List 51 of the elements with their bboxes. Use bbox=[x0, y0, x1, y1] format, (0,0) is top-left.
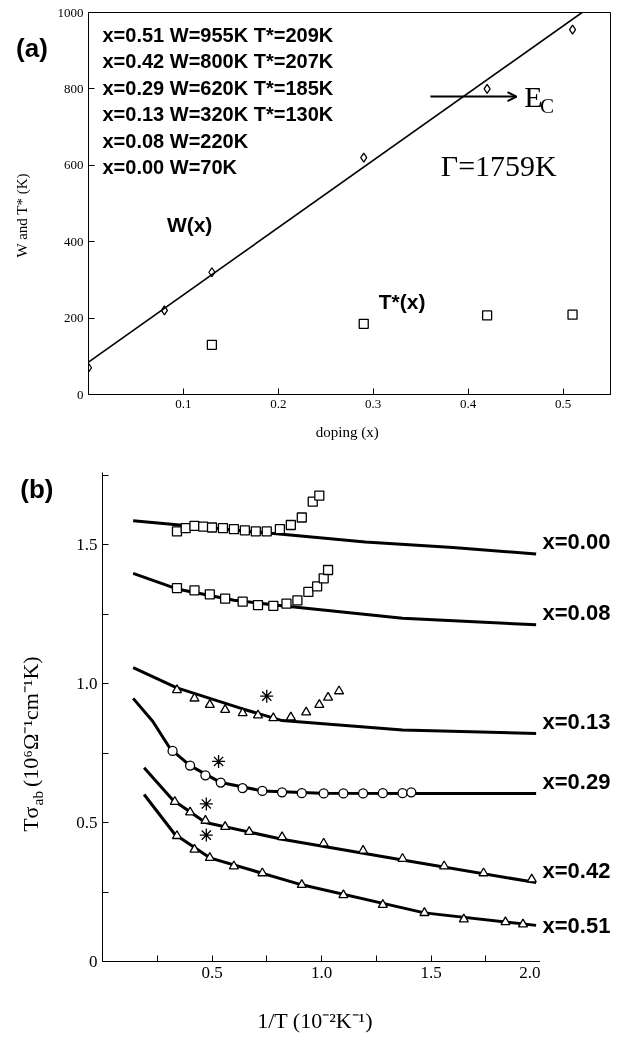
y-tick-label: 600 bbox=[64, 157, 84, 173]
x-axis-title: 1/T (10⁻²K⁻¹) bbox=[257, 1008, 373, 1033]
x-tick-label: 0.3 bbox=[365, 395, 382, 411]
line-series bbox=[131, 519, 538, 556]
series-label: x=0.08 bbox=[542, 600, 611, 626]
series-label: x=0.29 bbox=[542, 768, 611, 794]
y-tick-label: 1000 bbox=[57, 4, 84, 20]
x-tick-label: 0.4 bbox=[460, 395, 477, 411]
series-label: x=0.42 bbox=[542, 858, 611, 884]
annotation: x=0.42 W=800K T*=207K bbox=[102, 50, 334, 72]
text: (a) bbox=[16, 32, 48, 63]
x-tick-label: 1.5 bbox=[420, 962, 442, 982]
x-tick-label: 1.0 bbox=[310, 962, 333, 982]
annotation: x=0.00 W=70K bbox=[102, 156, 238, 178]
x-tick-label: 2.0 bbox=[519, 962, 541, 982]
y-axis-title: Tσab (10⁶Ω⁻¹cm⁻¹K) bbox=[18, 656, 46, 832]
x-tick-label: 0.5 bbox=[554, 395, 572, 411]
y-tick-label: 0 bbox=[77, 386, 84, 402]
y-tick-label: 200 bbox=[64, 310, 84, 326]
annotation: x=0.51 W=955K T*=209K bbox=[102, 23, 334, 46]
line-series bbox=[142, 766, 538, 885]
series-label: W(x) bbox=[166, 212, 213, 236]
annotation: x=0.08 W=220K bbox=[102, 129, 249, 152]
y-axis-title: W and T* (K) bbox=[14, 173, 32, 258]
series-label: x=0.51 bbox=[542, 912, 611, 938]
series-label: T*(x) bbox=[378, 290, 426, 314]
annotation: Γ=1759K bbox=[440, 148, 558, 182]
line-series bbox=[131, 666, 538, 735]
x-tick-label: 0.5 bbox=[201, 962, 223, 982]
point bbox=[360, 152, 368, 163]
line-series bbox=[131, 571, 538, 627]
annotation: x=0.13 W=320K T*=130K bbox=[102, 103, 334, 125]
x-tick-label: 0.1 bbox=[175, 395, 192, 411]
point bbox=[568, 24, 577, 35]
point bbox=[567, 309, 578, 320]
line-series bbox=[142, 793, 538, 927]
series-label: x=0.00 bbox=[542, 529, 611, 555]
y-tick-label: 0.5 bbox=[76, 813, 98, 833]
point bbox=[206, 339, 218, 350]
point bbox=[481, 310, 493, 321]
x-tick-label: 0.2 bbox=[270, 395, 287, 411]
y-tick-label: 0 bbox=[89, 952, 98, 971]
y-tick-label: 1.5 bbox=[76, 535, 98, 555]
text: (b) bbox=[20, 473, 54, 504]
point bbox=[358, 318, 369, 329]
y-tick-label: 400 bbox=[64, 233, 84, 249]
x-axis-title: doping (x) bbox=[315, 423, 379, 441]
annotation: x=0.29 W=620K T*=185K bbox=[102, 76, 334, 99]
y-tick-label: 800 bbox=[64, 80, 84, 96]
y-tick-label: 1.0 bbox=[76, 674, 98, 694]
series-label: x=0.13 bbox=[542, 708, 611, 734]
